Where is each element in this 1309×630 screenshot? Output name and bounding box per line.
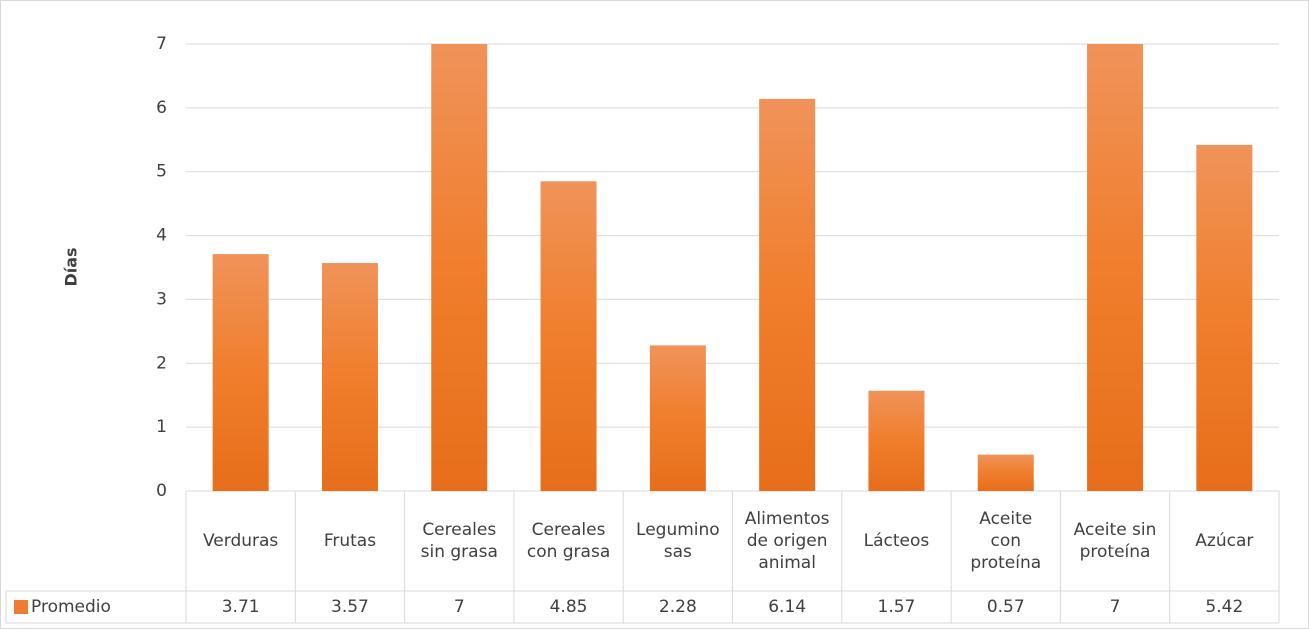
category-label: Frutas — [324, 531, 376, 551]
y-tick-label: 1 — [156, 417, 167, 437]
data-table-value: 4.85 — [550, 597, 588, 617]
bar — [868, 390, 925, 491]
category-label: Azúcar — [1195, 531, 1253, 551]
category-label: Alimentos de origen animal — [745, 509, 830, 573]
bar — [540, 181, 597, 492]
bar — [649, 345, 706, 491]
category-label: Legumino sas — [636, 520, 720, 562]
category-label: Cereales con grasa — [527, 520, 610, 562]
data-table-value: 3.57 — [331, 597, 369, 617]
y-tick-label: 2 — [156, 353, 167, 373]
bar — [321, 263, 378, 491]
data-table-value: 6.14 — [768, 597, 806, 617]
bar — [759, 98, 816, 491]
data-table-value: 7 — [1110, 597, 1121, 617]
y-axis-ticks: 0 1 2 3 4 5 6 7 — [156, 34, 167, 501]
category-label: Cereales sin grasa — [421, 520, 498, 562]
data-table-value: 5.42 — [1205, 597, 1243, 617]
bar — [431, 44, 488, 491]
data-table-value: 3.71 — [222, 597, 260, 617]
data-table-value: 2.28 — [659, 597, 697, 617]
bar — [212, 254, 269, 491]
y-tick-label: 3 — [156, 289, 167, 309]
data-table: Verduras Frutas Cereales sin grasa Cereales c… — [5, 491, 1280, 624]
data-table-value: 0.57 — [987, 597, 1025, 617]
category-label: Verduras — [203, 531, 278, 551]
data-table-value: 7 — [454, 597, 465, 617]
bar — [1087, 44, 1144, 491]
legend-label: Promedio — [31, 597, 111, 617]
data-table-value: 1.57 — [878, 597, 916, 617]
y-tick-label: 4 — [156, 226, 167, 246]
bars — [212, 44, 1253, 492]
bar — [1196, 144, 1253, 491]
category-label: Aceite con proteína — [970, 509, 1041, 573]
y-tick-label: 5 — [156, 162, 167, 182]
category-label: Aceite sin proteína — [1074, 520, 1157, 562]
y-axis-label: Días — [62, 247, 81, 286]
y-tick-label: 6 — [156, 98, 167, 118]
y-tick-label: 0 — [156, 481, 167, 501]
category-label: Lácteos — [864, 531, 930, 551]
y-tick-label: 7 — [156, 34, 167, 54]
bar — [977, 454, 1034, 491]
legend-swatch — [14, 600, 28, 614]
